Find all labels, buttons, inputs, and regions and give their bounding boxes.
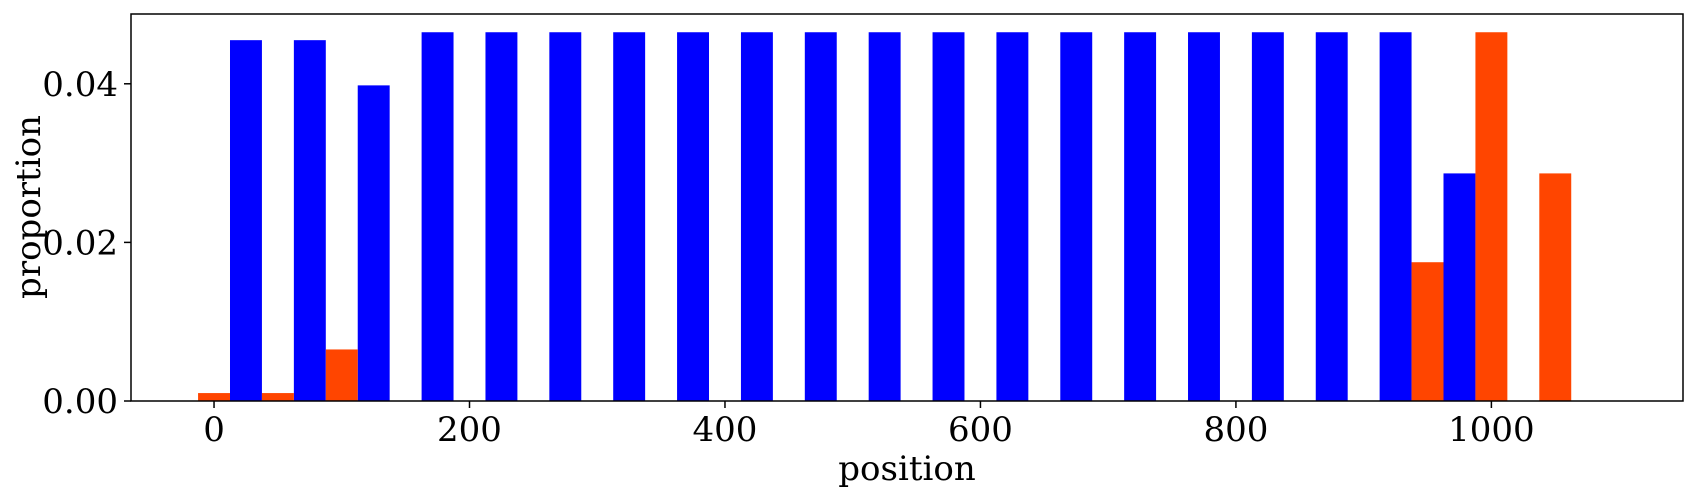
bar-series1-675 [1060,32,1093,402]
bar-series1-925 [1379,32,1412,402]
plot-frame [130,13,1684,402]
bar-series1-825 [1251,32,1284,402]
bar-series2-1050 [1539,173,1572,401]
bar-series1-375 [677,32,710,402]
x-tick-label: 600 [948,410,1013,450]
bar-series1-75 [293,40,326,402]
bar-series1-175 [421,32,454,402]
x-tick-label: 1000 [1448,410,1535,450]
bar-series1-975 [1443,173,1476,401]
y-tick-label: 0.00 [42,382,118,422]
x-tick-label: 400 [693,410,758,450]
bar-series2-100 [325,349,358,401]
bar-series1-475 [804,32,837,402]
bar-series1-625 [996,32,1029,402]
y-axis: 0.00 0.02 0.04 [42,65,131,422]
bar-series1-425 [740,32,773,402]
bar-series1-325 [613,32,646,402]
bar-series1-225 [485,32,518,402]
bar-series1-25 [229,40,262,402]
y-tick-label: 0.04 [42,65,118,105]
bar-series1-575 [932,32,965,402]
bar-series1-875 [1315,32,1348,402]
bar-series2-1000 [1475,32,1508,402]
bar-series2-950 [1411,262,1444,401]
x-axis-label: position [838,449,975,489]
bar-series1-125 [357,85,390,401]
bars-layer [198,32,1572,402]
bar-series1-775 [1188,32,1220,402]
bar-series1-275 [549,32,582,402]
bar-series2-50 [261,393,294,401]
x-tick-label: 200 [437,410,502,450]
x-tick-label: 0 [203,410,225,450]
bar-series1-525 [868,32,901,402]
bar-series1-725 [1124,32,1157,402]
x-tick-label: 800 [1203,410,1268,450]
bar-series2-0 [198,393,230,401]
y-tick-label: 0.02 [42,223,118,263]
y-axis-label: proportion [9,115,49,299]
x-axis: 0 200 400 600 800 1000 [203,401,1535,450]
